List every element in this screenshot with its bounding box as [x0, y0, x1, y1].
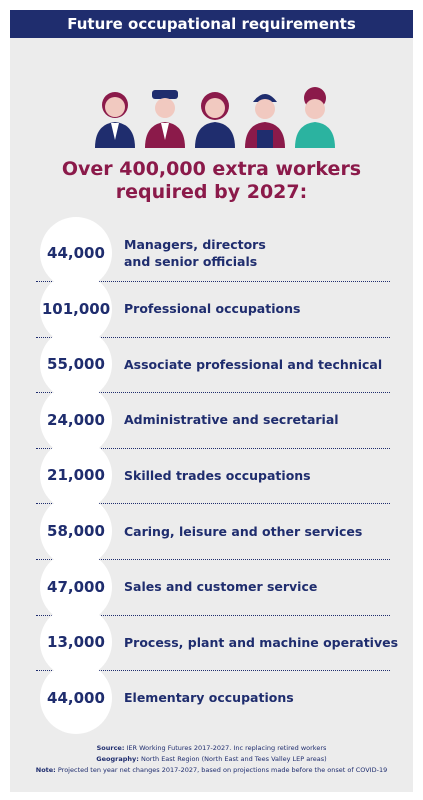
occupation-label: Skilled trades occupations: [124, 447, 311, 503]
label-line: Managers, directors: [124, 237, 266, 252]
footer: Source: IER Working Futures 2017-2027. I…: [10, 743, 413, 776]
header-title: Future occupational requirements: [10, 10, 413, 38]
worker-count: 58,000: [47, 522, 105, 540]
divider: [36, 614, 390, 616]
number-circle: [40, 661, 112, 734]
divider: [36, 670, 390, 672]
footer-line: Note: Projected ten year net changes 201…: [10, 765, 413, 776]
worker-count: 24,000: [47, 410, 105, 429]
worker-count: 44,000: [47, 688, 105, 707]
footer-text: Projected ten year net changes 2017-2027…: [57, 766, 388, 774]
headline: Over 400,000 extra workers required by 20…: [10, 158, 413, 204]
worker-count: 47,000: [47, 577, 105, 596]
label-line: Sales and customer service: [124, 579, 318, 595]
divider: [36, 503, 390, 505]
occupation-label: Caring, leisure and other services: [124, 503, 362, 559]
divider: [36, 447, 390, 449]
footer-text: IER Working Futures 2017-2027. Inc repla…: [126, 744, 327, 752]
icons: [95, 87, 335, 148]
occupation-label: Managers, directors and senior officials: [124, 225, 266, 281]
headline-line: Over 400,000 extra workers: [61, 158, 362, 180]
occupation-label: Associate professional and technical: [124, 336, 382, 392]
label-line: Process, plant and machine operatives: [124, 634, 399, 650]
occupation-row: 58,000 Caring, leisure and other services: [10, 495, 413, 567]
occupation-row: 44,000 Elementary occupations: [10, 661, 413, 734]
occupation-row: 13,000 Process, plant and machine operati…: [10, 606, 413, 679]
occupation-row: 44,000 Managers, directors and senior offi…: [10, 217, 413, 289]
label-line: Skilled trades occupations: [124, 467, 311, 483]
divider: [36, 281, 390, 282]
occupation-label: Sales and customer service: [124, 559, 317, 615]
worker-count: 44,000: [47, 244, 105, 262]
divider: [36, 559, 390, 560]
worker-count: 101,000: [41, 299, 111, 318]
worker-count: 21,000: [47, 466, 105, 485]
infographic: Future occupational requirements Over 40…: [10, 10, 413, 792]
icon-manager: [95, 92, 135, 148]
headline-line: required by 2027:: [115, 181, 308, 203]
footer-label: Geography:: [96, 755, 139, 763]
footer-label: Note:: [35, 766, 56, 774]
footer-line: Source: IER Working Futures 2017-2027. I…: [10, 743, 413, 754]
divider: [36, 392, 390, 394]
icon-worker: [195, 92, 235, 148]
occupation-row: 21,000 Skilled trades occupations: [10, 439, 413, 512]
label-line: and senior officials: [124, 254, 258, 269]
label-line: Professional occupations: [124, 301, 301, 317]
icon-pilot: [145, 90, 185, 148]
occupation-label: Elementary occupations: [124, 670, 294, 726]
occupation-label: Professional occupations: [124, 281, 300, 337]
label-line: Caring, leisure and other services: [124, 523, 363, 539]
footer-line: Geography: North East Region (North East…: [10, 754, 413, 765]
worker-count: 55,000: [47, 355, 105, 374]
label-line: Elementary occupations: [124, 690, 294, 706]
footer-label: Source:: [96, 744, 125, 752]
occupation-label: Process, plant and machine operatives: [124, 614, 398, 670]
footer-text: North East Region (North East and Tees V…: [140, 755, 327, 763]
icon-builder: [245, 94, 285, 148]
occupation-row: 47,000 Sales and customer service: [10, 550, 413, 623]
occupation-row: 101,000 Professional occupations: [10, 272, 413, 345]
worker-count: 13,000: [47, 633, 105, 652]
label-line: Associate professional and technical: [124, 356, 383, 372]
label-line: Administrative and secretarial: [124, 412, 339, 428]
occupation-label: Administrative and secretarial: [124, 392, 339, 448]
icon-chef: [295, 87, 335, 148]
divider: [36, 336, 390, 338]
